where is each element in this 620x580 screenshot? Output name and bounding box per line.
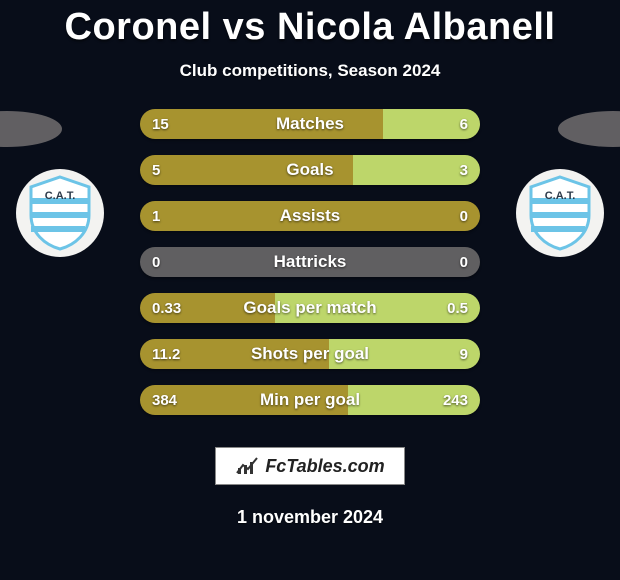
shield-icon: C.A.T. bbox=[27, 175, 93, 251]
stat-seg-left bbox=[140, 109, 383, 139]
stat-row: 0.330.5Goals per match bbox=[140, 293, 480, 323]
stat-row: 11.29Shots per goal bbox=[140, 339, 480, 369]
svg-text:C.A.T.: C.A.T. bbox=[545, 190, 576, 202]
ellipse-left bbox=[0, 111, 62, 147]
brand-text: FcTables.com bbox=[265, 456, 384, 477]
stat-bars: 156Matches 53Goals 10Assists 00Hattricks 0.3… bbox=[140, 109, 480, 431]
club-badge-right: C.A.T. bbox=[516, 169, 604, 257]
stat-row: 00Hattricks bbox=[140, 247, 480, 277]
club-badge-left: C.A.T. bbox=[16, 169, 104, 257]
stat-row: 384243Min per goal bbox=[140, 385, 480, 415]
svg-text:C.A.T.: C.A.T. bbox=[45, 190, 76, 202]
stat-seg-right bbox=[329, 339, 480, 369]
stat-seg-left bbox=[140, 385, 348, 415]
footer-date: 1 november 2024 bbox=[0, 507, 620, 528]
comparison-stage: C.A.T. C.A.T. 156Matches 53Goals 10Assists… bbox=[0, 109, 620, 429]
stat-seg-left bbox=[140, 155, 353, 185]
stat-row: 53Goals bbox=[140, 155, 480, 185]
stat-seg-right bbox=[383, 109, 480, 139]
stat-seg-left bbox=[140, 247, 480, 277]
stat-seg-left bbox=[140, 201, 480, 231]
chart-icon bbox=[235, 456, 259, 476]
page-title: Coronel vs Nicola Albanell bbox=[0, 0, 620, 49]
page-subtitle: Club competitions, Season 2024 bbox=[0, 61, 620, 81]
ellipse-right bbox=[558, 111, 620, 147]
shield-icon: C.A.T. bbox=[527, 175, 593, 251]
stat-row: 156Matches bbox=[140, 109, 480, 139]
brand-badge: FcTables.com bbox=[215, 447, 405, 485]
stat-row: 10Assists bbox=[140, 201, 480, 231]
stat-seg-right bbox=[275, 293, 480, 323]
stat-seg-left bbox=[140, 293, 275, 323]
stat-seg-left bbox=[140, 339, 329, 369]
stat-seg-right bbox=[348, 385, 480, 415]
stat-seg-right bbox=[353, 155, 480, 185]
